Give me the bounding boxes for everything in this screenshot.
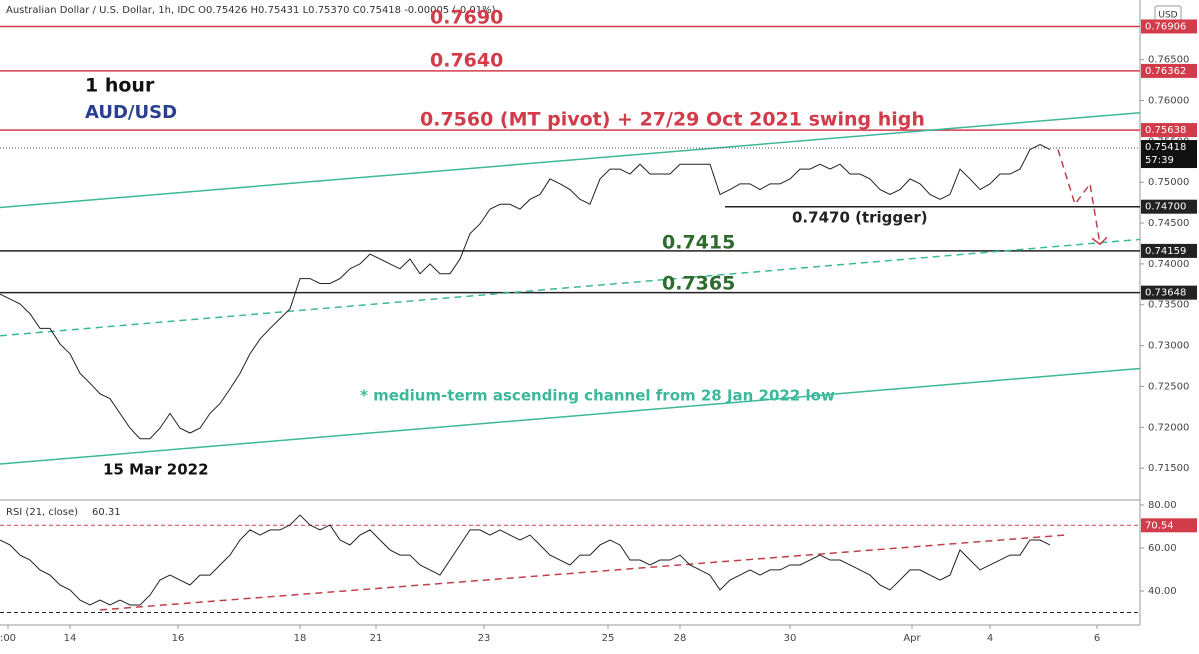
series-line xyxy=(0,514,1051,606)
annotation: 0.7415 xyxy=(662,232,735,254)
series-line xyxy=(0,144,1051,440)
forecast-arrowhead xyxy=(1091,236,1108,246)
y-tick-label: 0.74500 xyxy=(1148,218,1189,229)
level-tag-label: 0.74159 xyxy=(1145,246,1186,257)
annotation: 0.7640 xyxy=(430,50,503,72)
trendline xyxy=(1057,149,1101,245)
annotation: 0.7560 (MT pivot) + 27/29 Oct 2021 swing… xyxy=(420,109,925,131)
y-tick-label: 0.75000 xyxy=(1148,177,1189,188)
y-tick-label: 0.72500 xyxy=(1148,381,1189,392)
currency: USD xyxy=(1158,11,1177,21)
annotation: * medium-term ascending channel from 28 … xyxy=(360,387,835,405)
annotation: 0.7470 (trigger) xyxy=(792,209,928,227)
y-tick-label: 40.00 xyxy=(1148,586,1177,597)
trendline xyxy=(99,534,1066,611)
x-tick-label: 18 xyxy=(294,633,307,644)
x-tick-label: :00 xyxy=(0,633,16,644)
x-tick-label: 6 xyxy=(1094,633,1100,644)
annotation: 0.7365 xyxy=(662,273,735,295)
y-tick-label: 0.72000 xyxy=(1148,422,1189,433)
annotation: AUD/USD xyxy=(85,102,177,123)
level-tag xyxy=(1141,243,1197,258)
y-tick-label: 0.73000 xyxy=(1148,341,1189,352)
level-tag xyxy=(1141,19,1197,34)
y-tick-label: 0.76500 xyxy=(1148,55,1189,66)
level-tag-label: 0.76362 xyxy=(1145,66,1186,77)
countdown: 57:39 xyxy=(1145,155,1174,166)
rsi-title: RSI (21, close) xyxy=(6,507,78,518)
x-tick-label: 30 xyxy=(784,633,797,644)
price-tag-label: 0.75418 xyxy=(1145,142,1186,153)
y-tick-label: 0.71500 xyxy=(1148,463,1189,474)
x-tick-label: 4 xyxy=(987,633,993,644)
x-tick-label: 23 xyxy=(478,633,491,644)
level-tag xyxy=(1141,285,1197,300)
trendline xyxy=(0,111,1141,209)
trendline xyxy=(0,367,1141,465)
level-tag xyxy=(1141,123,1197,138)
level-tag-label: 0.76906 xyxy=(1145,21,1186,32)
y-tick-label: 80.00 xyxy=(1148,500,1177,511)
x-tick-label: 28 xyxy=(674,633,687,644)
y-tick-label: 60.00 xyxy=(1148,543,1177,554)
level-tag xyxy=(1141,518,1197,533)
level-tag xyxy=(1141,199,1197,214)
trendline xyxy=(0,238,1141,337)
x-tick-label: 14 xyxy=(64,633,77,644)
annotation: 1 hour xyxy=(85,75,155,97)
level-tag-label: 0.73648 xyxy=(1145,288,1186,299)
x-tick-label: 21 xyxy=(370,633,383,644)
level-tag-label: 70.54 xyxy=(1145,520,1174,531)
level-tag-label: 0.75638 xyxy=(1145,125,1186,136)
x-tick-label: 16 xyxy=(172,633,185,644)
x-tick-label: Apr xyxy=(903,633,921,644)
level-tag xyxy=(1141,63,1197,78)
header: Australian Dollar / U.S. Dollar, 1h, IDC… xyxy=(6,5,496,16)
annotation: 15 Mar 2022 xyxy=(103,461,209,479)
annotation: 0.7690 xyxy=(430,7,503,29)
y-tick-label: 0.76000 xyxy=(1148,95,1189,106)
rsi-last-value: 60.31 xyxy=(92,507,121,518)
y-tick-label: 0.74000 xyxy=(1148,259,1189,270)
level-tag-label: 0.74700 xyxy=(1145,202,1186,213)
y-tick-label: 0.73500 xyxy=(1148,300,1189,311)
x-tick-label: 25 xyxy=(602,633,615,644)
price-tag xyxy=(1141,140,1197,169)
